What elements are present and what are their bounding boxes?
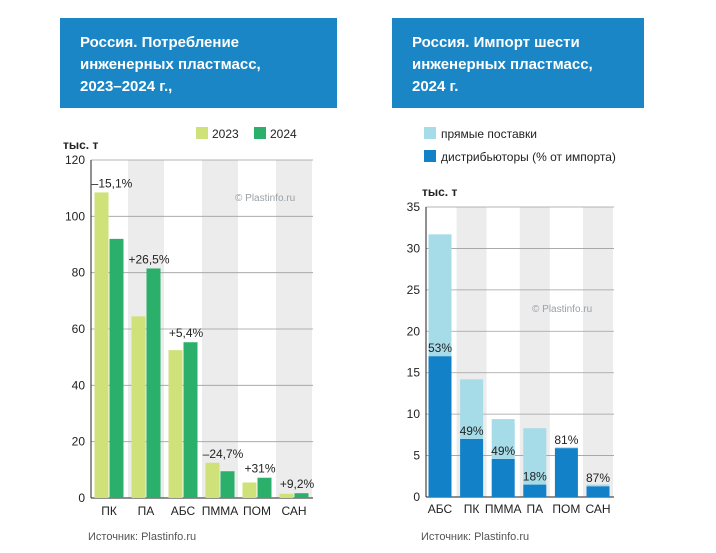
x-tick-label: ПК: [464, 502, 480, 516]
x-tick-label: ПА: [138, 504, 155, 518]
percent-label: 81%: [554, 433, 578, 447]
percent-label: 18%: [523, 470, 547, 484]
left-chart-title: Россия. Потребление инженерных пластмасс…: [60, 18, 337, 108]
y-tick-label: 100: [65, 209, 85, 223]
x-tick-label: АБС: [428, 502, 453, 516]
x-tick-label: САН: [585, 502, 610, 516]
percent-label: 49%: [460, 424, 484, 438]
category-band: [583, 207, 613, 497]
bar-2024: [220, 471, 235, 498]
change-label: –15,1%: [92, 176, 133, 190]
x-tick-label: ПК: [101, 504, 117, 518]
bar-segment: [428, 234, 452, 357]
bar-2024: [294, 493, 309, 498]
percent-label: 53%: [428, 341, 452, 355]
left-title-line: Россия. Потребление: [80, 34, 240, 51]
legend-label: прямые поставки: [441, 127, 537, 141]
legend-swatch-2023: [196, 127, 208, 139]
source-note: Источник: Plastinfo.ru: [421, 531, 529, 543]
watermark: © Plastinfo.ru: [532, 304, 592, 315]
watermark: © Plastinfo.ru: [235, 193, 295, 204]
change-label: –24,7%: [203, 447, 244, 461]
change-label: +9,2%: [280, 477, 315, 491]
x-tick-label: ПА: [526, 502, 543, 516]
right-title-line: Россия. Импорт шести: [412, 34, 580, 51]
percent-label: 87%: [586, 471, 610, 485]
bar-2024: [146, 268, 161, 498]
bar-2023: [168, 350, 183, 498]
bar-segment: [428, 356, 452, 497]
x-tick-label: АБС: [171, 504, 196, 518]
bar-segment: [523, 428, 547, 485]
x-tick-label: САН: [281, 504, 306, 518]
y-tick-label: 35: [407, 200, 421, 214]
change-label: +5,4%: [169, 326, 204, 340]
bar-segment: [586, 484, 610, 487]
legend-swatch: [424, 150, 436, 162]
y-tick-label: 0: [413, 490, 420, 504]
y-tick-label: 40: [72, 378, 86, 392]
legend-swatch-2024: [254, 127, 266, 139]
bar-segment: [554, 448, 578, 497]
bar-2024: [183, 342, 198, 498]
bar-2023: [242, 482, 257, 498]
bar-segment: [491, 458, 515, 497]
legend-label: дистрибьюторы (% от импорта): [441, 150, 616, 164]
legend-label-2024: 2024: [270, 127, 297, 141]
y-axis-label: тыс. т: [63, 138, 98, 152]
bar-segment: [460, 379, 484, 439]
left-title-line: инженерных пластмасс,: [80, 56, 261, 73]
bar-2023: [131, 316, 146, 498]
bar-segment: [586, 486, 610, 497]
y-tick-label: 15: [407, 366, 421, 380]
percent-label: 49%: [491, 444, 515, 458]
y-tick-label: 30: [407, 241, 421, 255]
bar-2024: [109, 238, 124, 498]
change-label: +31%: [244, 462, 275, 476]
x-tick-label: ПОМ: [552, 502, 580, 516]
bar-segment: [491, 419, 515, 459]
legend-label-2023: 2023: [212, 127, 239, 141]
y-axis-label: тыс. т: [422, 185, 457, 199]
bar-segment: [460, 439, 484, 497]
y-tick-label: 80: [72, 266, 86, 280]
left-title-line: 2023–2024 г.,: [80, 78, 173, 95]
bar-2024: [257, 477, 272, 498]
bar-2023: [205, 462, 220, 498]
bar-segment: [523, 484, 547, 497]
x-tick-label: ПОМ: [243, 504, 271, 518]
bar-2023: [94, 192, 109, 498]
y-tick-label: 120: [65, 153, 85, 167]
x-tick-label: ПММА: [202, 504, 239, 518]
y-tick-label: 20: [72, 435, 86, 449]
y-tick-label: 0: [78, 491, 85, 505]
change-label: +26,5%: [128, 252, 169, 266]
x-tick-label: ПММА: [485, 502, 522, 516]
bar-segment: [554, 447, 578, 449]
source-note: Источник: Plastinfo.ru: [88, 531, 196, 543]
y-tick-label: 5: [413, 449, 420, 463]
legend-swatch: [424, 127, 436, 139]
y-tick-label: 10: [407, 407, 421, 421]
right-title-line: инженерных пластмасс,: [412, 56, 593, 73]
right-title-line: 2024 г.: [412, 78, 459, 95]
y-tick-label: 25: [407, 283, 421, 297]
y-tick-label: 20: [407, 324, 421, 338]
bar-2023: [279, 493, 294, 498]
right-chart-title: Россия. Импорт шести инженерных пластмас…: [392, 18, 644, 108]
y-tick-label: 60: [72, 322, 86, 336]
